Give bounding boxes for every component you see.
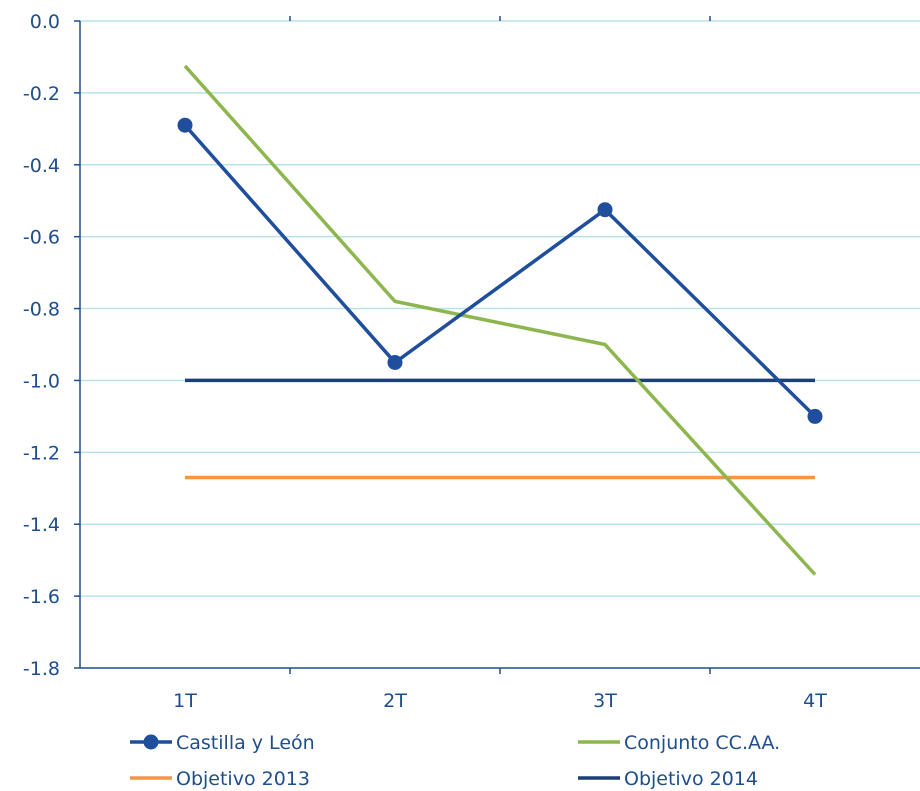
y-tick-label: -1.4 (23, 514, 60, 536)
y-axis-ticks: 0.0 -0.2 -0.4 -0.6 -0.8 -1.0 -1.2 -1.4 -1.6 -1.8 (23, 11, 80, 680)
legend-label-1: Conjunto CC.AA. (624, 732, 780, 754)
legend-marker-0 (143, 734, 159, 750)
data-point (597, 202, 613, 218)
series-line-1 (183, 64, 817, 576)
y-tick-label: -1.6 (23, 586, 60, 608)
y-tick-label: 0.0 (30, 11, 60, 33)
x-tick-label: 3T (593, 690, 617, 712)
y-tick-label: -1.8 (23, 658, 60, 680)
grid-lines (80, 20, 920, 597)
data-point (177, 117, 193, 133)
y-tick-label: -0.8 (23, 299, 60, 321)
y-tick-label: -1.0 (23, 370, 60, 392)
y-tick-label: -0.2 (23, 83, 60, 105)
y-tick-label: -0.4 (23, 155, 60, 177)
series-line-0 (183, 124, 817, 418)
legend-label-2: Objetivo 2013 (176, 768, 310, 790)
series-group (177, 64, 823, 576)
legend: Castilla y León Conjunto CC.AA. Objetivo 2… (130, 732, 780, 790)
axes (79, 21, 920, 669)
x-tick-label: 4T (803, 690, 827, 712)
data-point (387, 354, 403, 370)
legend-label-3: Objetivo 2014 (624, 768, 758, 790)
legend-label-0: Castilla y León (176, 732, 315, 754)
y-tick-label: -1.2 (23, 442, 60, 464)
x-tick-label: 2T (383, 690, 407, 712)
x-tick-label: 1T (173, 690, 197, 712)
y-tick-label: -0.6 (23, 227, 60, 249)
data-point (807, 408, 823, 424)
x-axis-ticks: 1T 2T 3T 4T (173, 16, 827, 712)
